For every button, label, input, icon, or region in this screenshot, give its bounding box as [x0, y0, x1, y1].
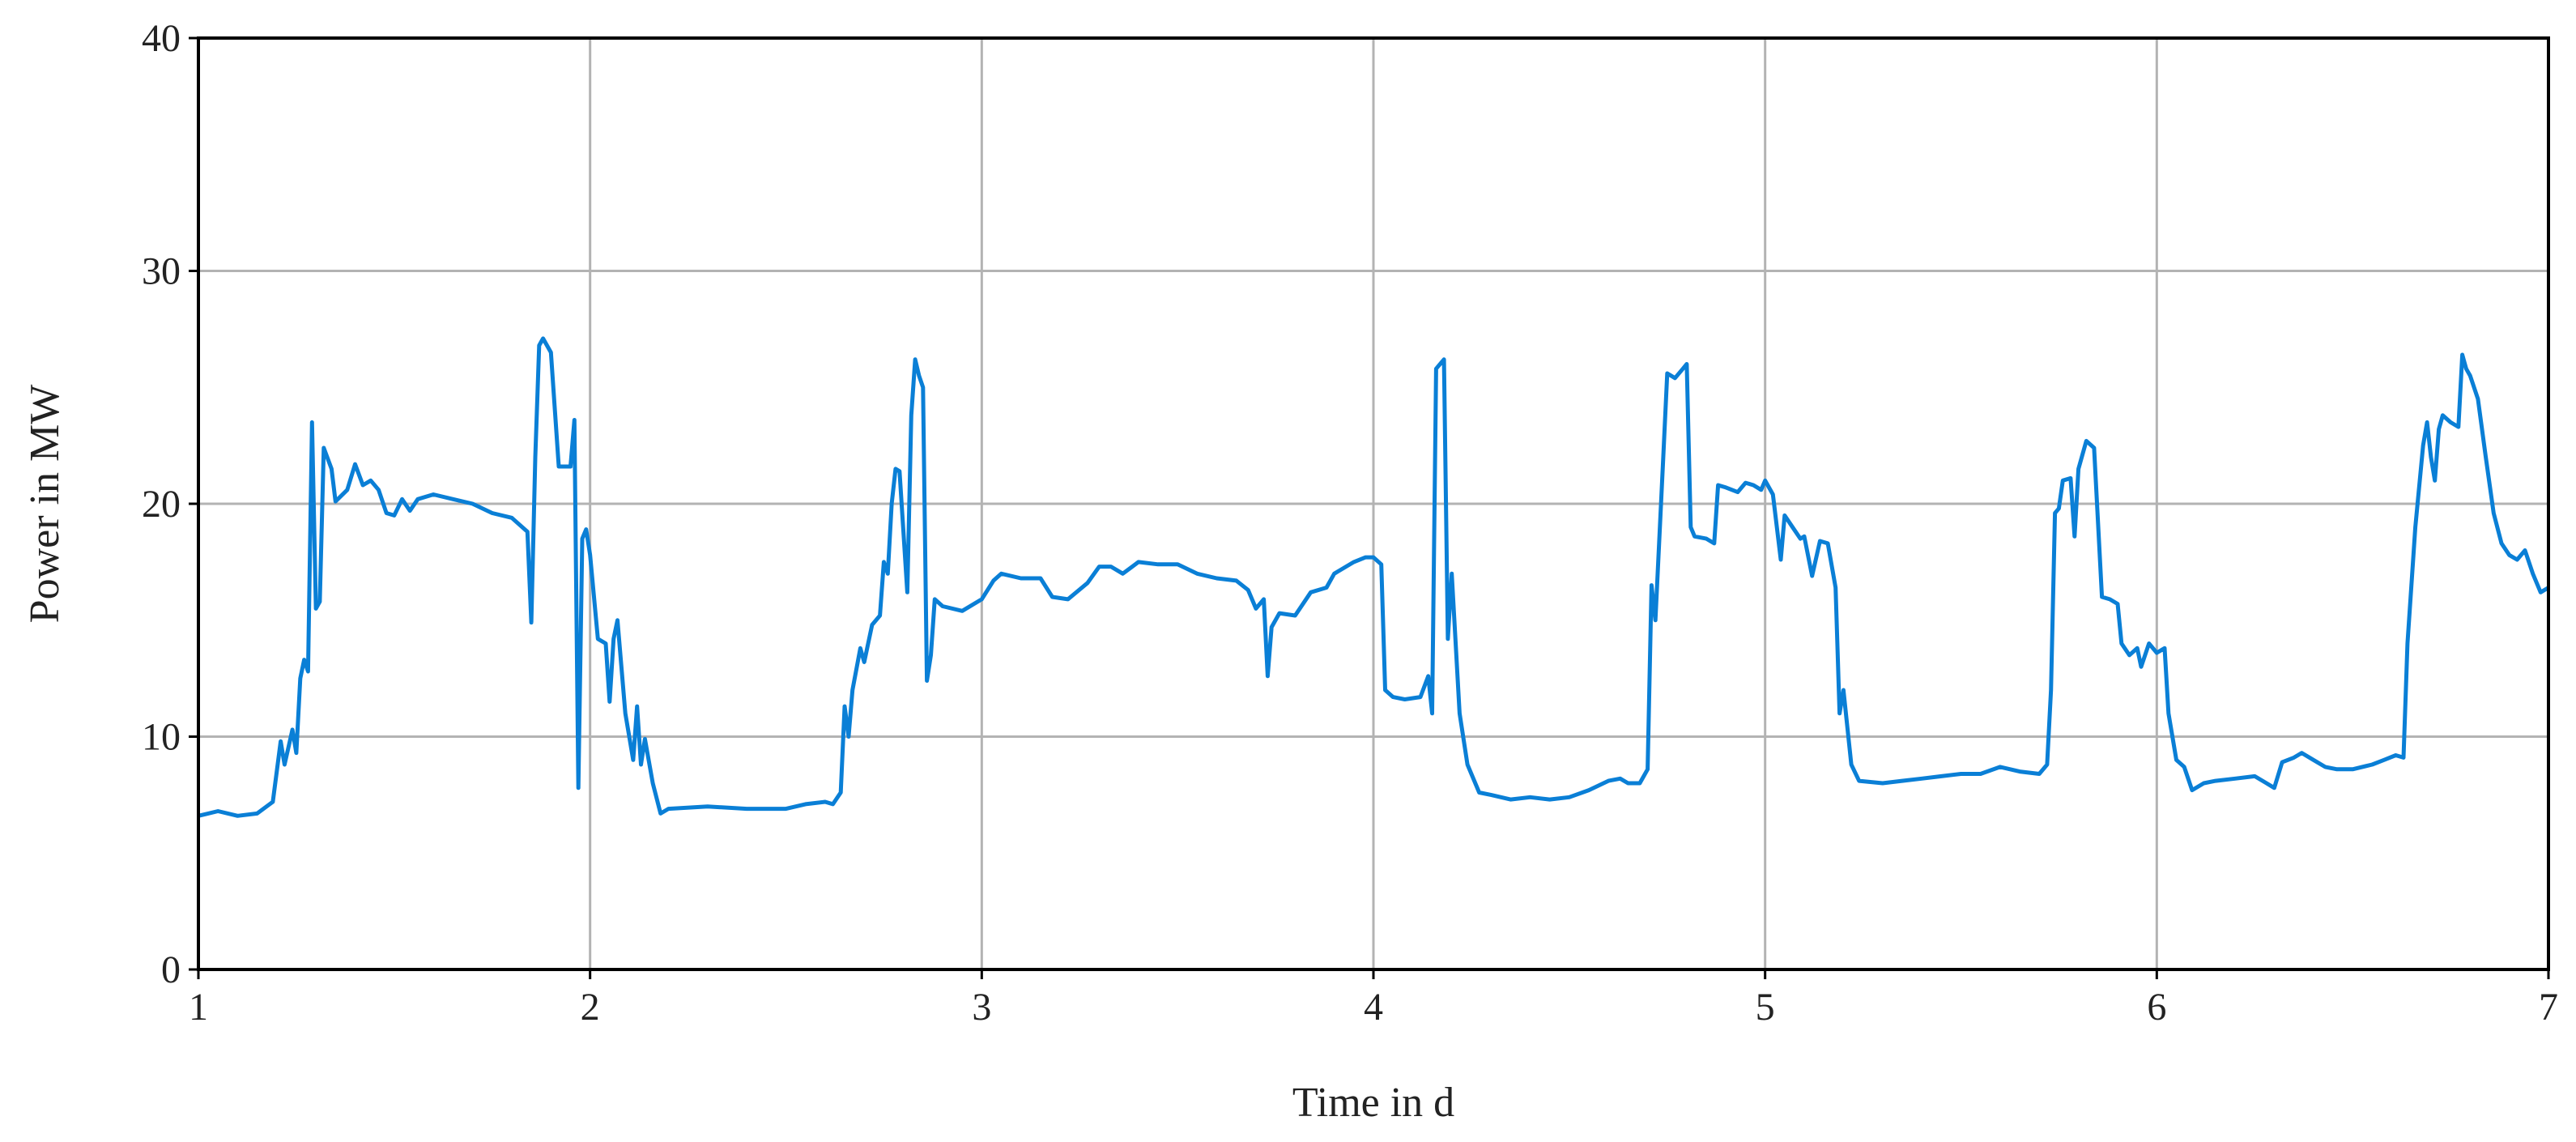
y-tick-label: 10	[142, 716, 181, 759]
y-tick-label: 0	[161, 948, 181, 991]
x-tick-label: 2	[581, 986, 600, 1029]
x-tick-label: 3	[972, 986, 991, 1029]
plot-frame	[197, 36, 2550, 971]
x-tick-label: 4	[1364, 986, 1383, 1029]
data-line	[198, 336, 2550, 818]
x-tick-label: 1	[189, 986, 208, 1029]
y-tick-label: 40	[142, 17, 181, 60]
y-tick-label: 30	[142, 250, 181, 293]
y-tick-label: 20	[142, 483, 181, 526]
x-tick-label: 5	[1756, 986, 1775, 1029]
x-tick-label: 6	[2147, 986, 2166, 1029]
x-axis-label: Time in d	[1292, 1080, 1454, 1126]
x-tick-label: 7	[2539, 986, 2558, 1029]
y-axis-label: Power in MW	[22, 385, 68, 624]
